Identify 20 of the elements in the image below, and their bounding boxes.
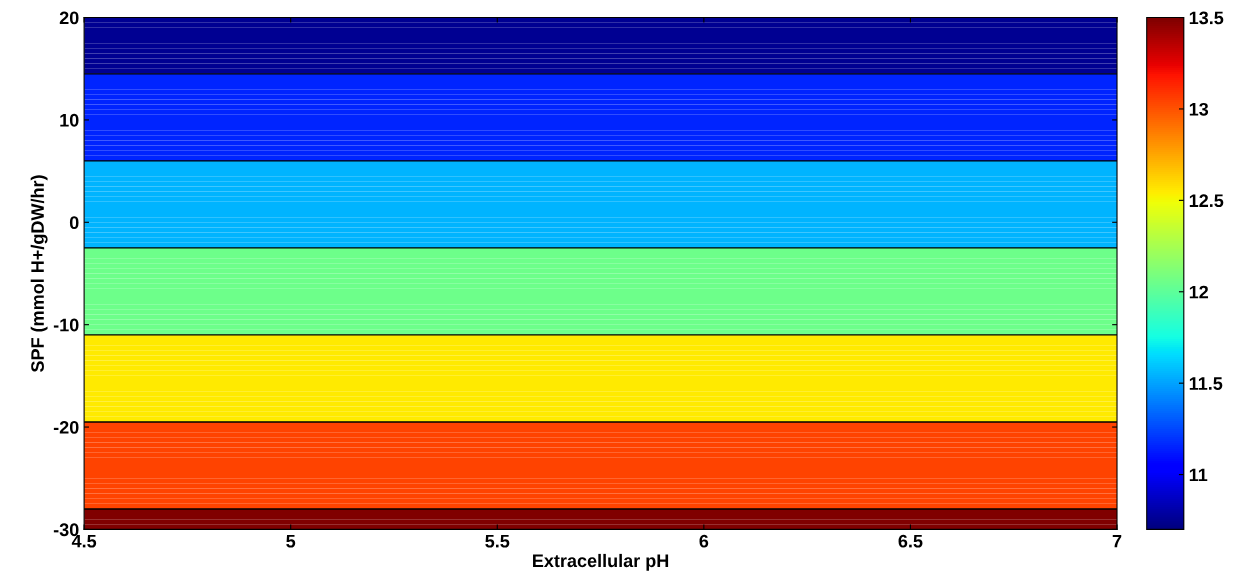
y-tick-label: 10 bbox=[60, 113, 79, 127]
y-tick-label: -10 bbox=[53, 318, 79, 332]
x-tick-label: 6 bbox=[699, 534, 709, 548]
color-bar-label: 11 bbox=[1189, 468, 1208, 482]
y-tick-label: 0 bbox=[69, 216, 79, 230]
color-bar-label: 12 bbox=[1189, 285, 1209, 299]
x-tick-label: 5 bbox=[286, 534, 296, 548]
x-tick-label: 4.5 bbox=[71, 534, 97, 548]
y-tick-label: 20 bbox=[59, 11, 79, 25]
x-tick-label: 5.5 bbox=[485, 534, 510, 548]
color-bar-label: 12.5 bbox=[1189, 194, 1224, 208]
x-tick-label: 7 bbox=[1112, 534, 1122, 548]
x-axis-title: Extracellular pH bbox=[533, 553, 669, 571]
y-tick-label: -30 bbox=[53, 523, 79, 537]
color-bar-label: 13.5 bbox=[1189, 11, 1224, 25]
color-bar-label: 13 bbox=[1189, 102, 1209, 116]
y-axis-title: SPF (mmol H+/gDW/hr) bbox=[30, 175, 48, 373]
y-tick-label: -20 bbox=[53, 420, 79, 434]
x-tick-label: 6.5 bbox=[898, 534, 923, 548]
color-bar-label: 11.5 bbox=[1189, 377, 1223, 390]
